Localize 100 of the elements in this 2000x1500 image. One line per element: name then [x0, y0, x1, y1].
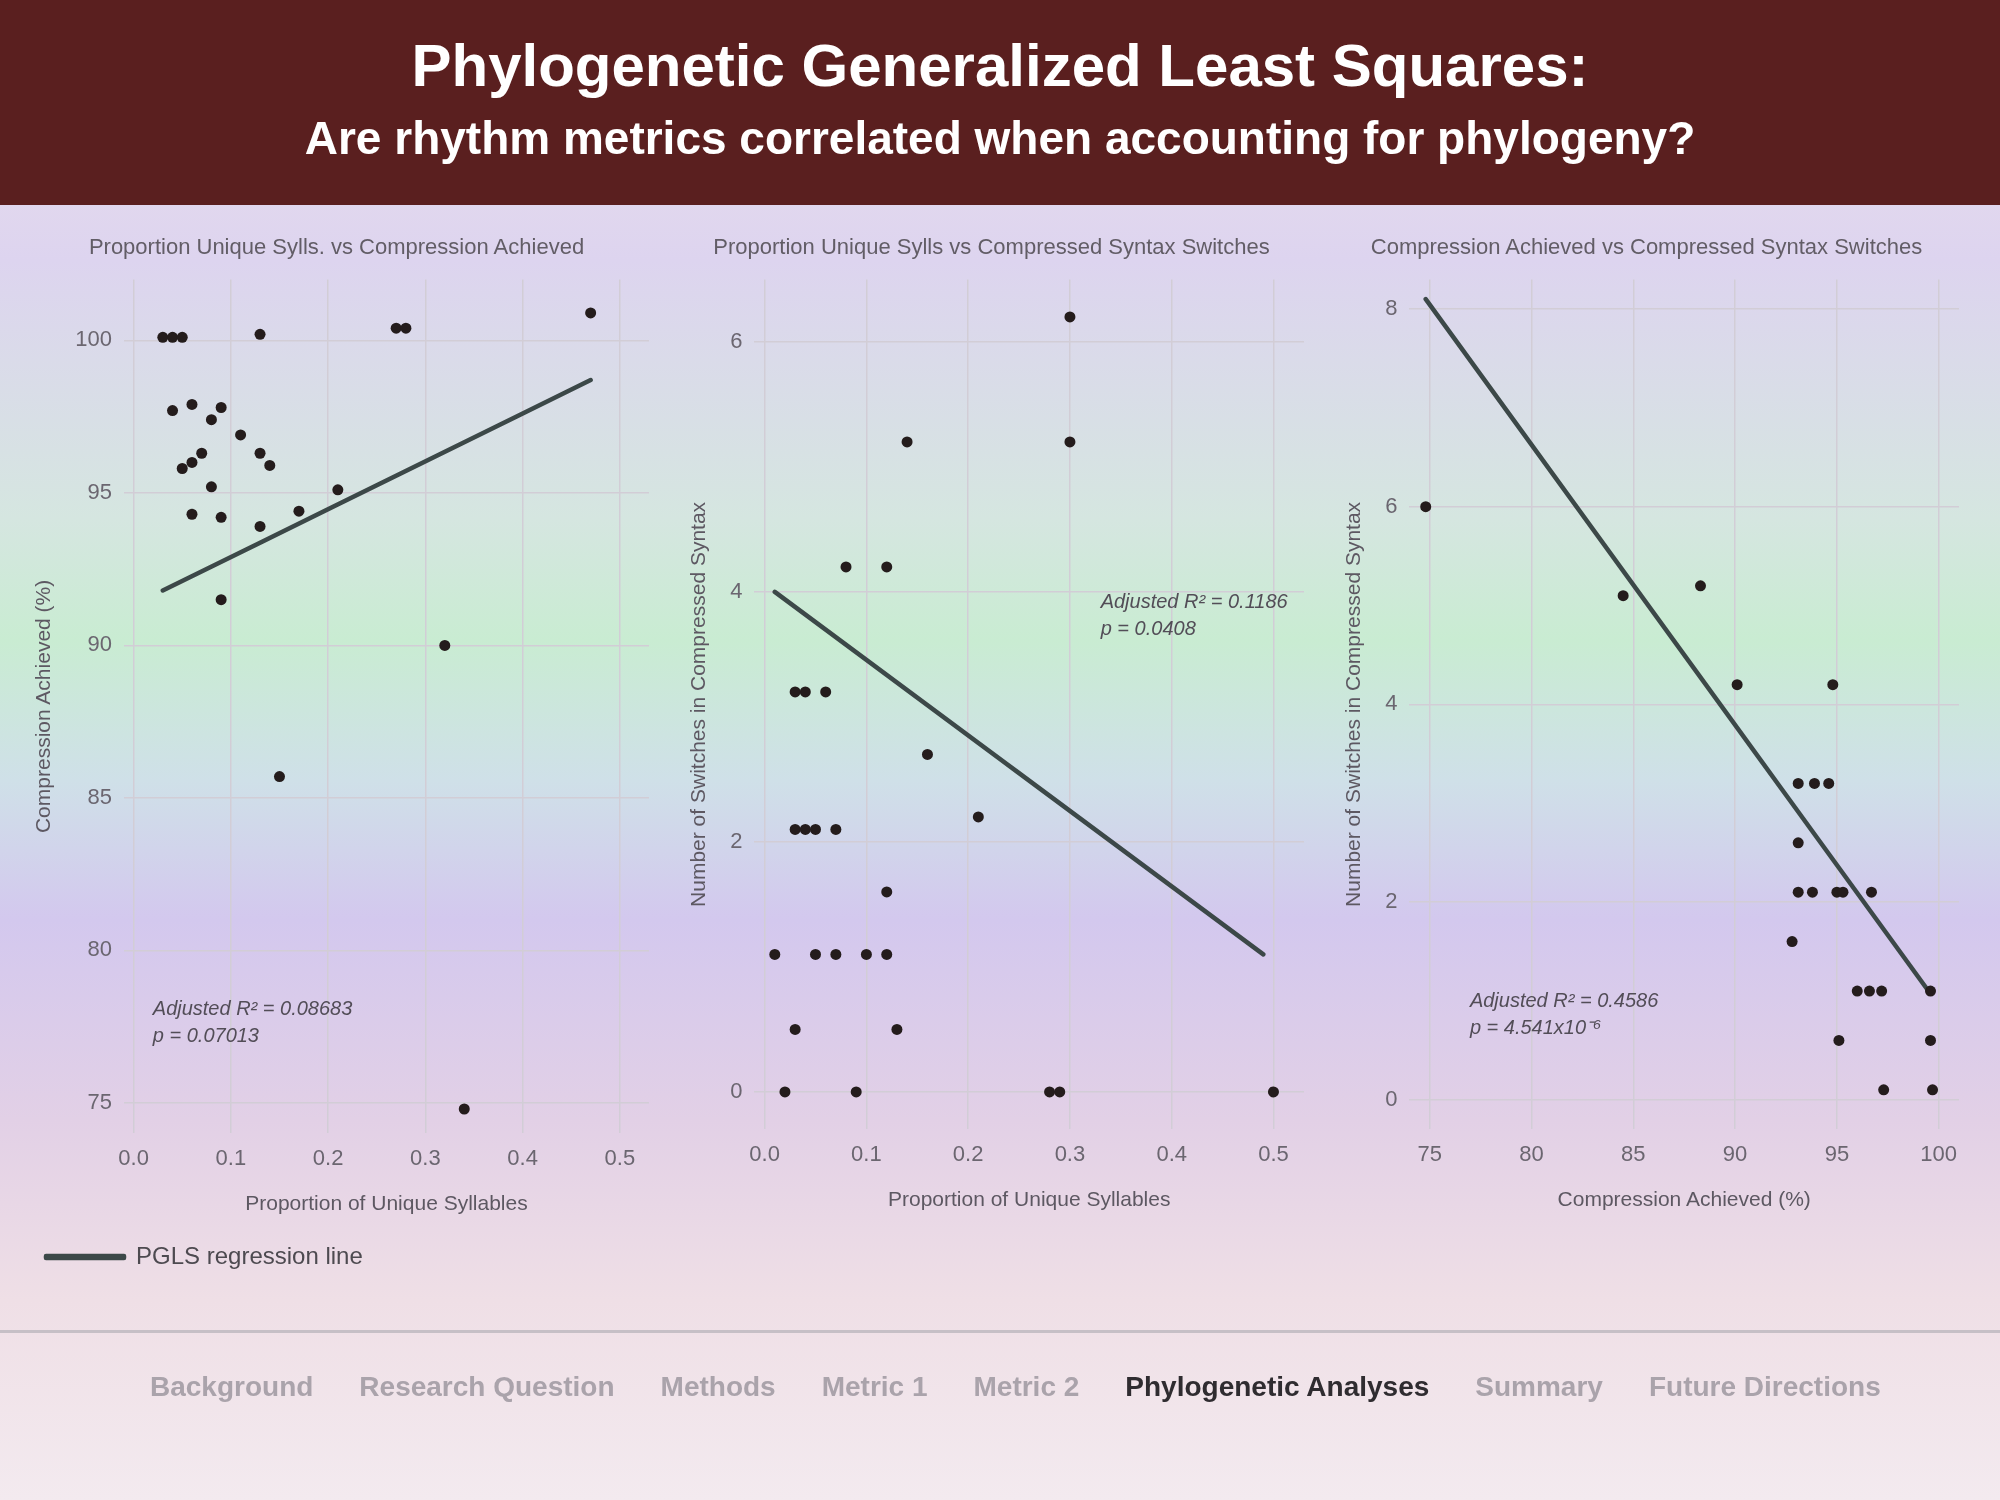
x-tick-label: 0.0: [118, 1144, 149, 1170]
point: [972, 811, 984, 823]
point: [1925, 1034, 1936, 1046]
point: [1863, 985, 1875, 997]
point: [390, 322, 402, 334]
text: Metric 1: [821, 1370, 928, 1403]
point: [273, 771, 285, 783]
annotation: p = 0.07013: [151, 1024, 259, 1047]
point: [458, 1103, 470, 1115]
x-tick-label: 0.5: [1258, 1140, 1289, 1166]
point: [254, 328, 266, 340]
point: [820, 686, 832, 698]
point: [901, 436, 913, 448]
x-axis-title: Proportion of Unique Syllables: [887, 1187, 1171, 1211]
point: [840, 561, 852, 573]
point: [881, 561, 893, 573]
text: Background: [150, 1370, 314, 1403]
x-tick-label: 0.5: [604, 1144, 636, 1170]
point: [891, 1023, 903, 1035]
point: [264, 459, 276, 471]
text: Phylogenetic Analyses: [1125, 1370, 1430, 1403]
y-tick-label: 8: [1385, 295, 1398, 321]
point: [186, 508, 198, 520]
point: [789, 1023, 801, 1035]
point: [1617, 590, 1629, 602]
y-tick-label: 75: [87, 1088, 112, 1114]
point: [186, 456, 198, 468]
x-tick-label: 75: [1417, 1140, 1443, 1166]
point: [1833, 1034, 1845, 1046]
point: [215, 511, 227, 523]
point: [293, 505, 305, 517]
y-tick-label: 0: [1385, 1085, 1398, 1111]
point: [439, 639, 451, 651]
y-tick-label: 2: [1385, 888, 1398, 914]
point: [921, 748, 933, 760]
point: [254, 520, 266, 532]
point: [1731, 679, 1743, 691]
annotation: p = 4.541x10⁻⁶: [1468, 1016, 1602, 1039]
y-axis-title: Number of Switches in Compressed Syntax: [686, 501, 710, 907]
x-tick-label: 0.1: [851, 1140, 882, 1166]
x-tick-label: 0.3: [1054, 1140, 1086, 1166]
point: [1054, 1086, 1066, 1098]
y-tick-label: 85: [87, 783, 112, 809]
y-tick-label: 2: [730, 827, 743, 853]
point: [215, 402, 227, 413]
point: [254, 447, 266, 459]
y-tick-label: 95: [87, 478, 112, 504]
legend-label: PGLS regression line: [136, 1241, 363, 1269]
y-tick-label: 90: [87, 631, 112, 657]
x-tick-label: 0.0: [749, 1140, 780, 1166]
y-axis-title: Number of Switches in Compressed Syntax: [1341, 501, 1365, 907]
point: [881, 886, 893, 898]
point: [1878, 1084, 1890, 1096]
point: [1792, 837, 1804, 849]
point: [799, 686, 811, 698]
point: [850, 1086, 862, 1098]
point: [860, 948, 872, 960]
x-tick-label: 90: [1722, 1140, 1748, 1166]
point: [1865, 886, 1877, 898]
chart-title: Proportion Unique Sylls. vs Compression Achieved: [88, 234, 585, 260]
point: [789, 823, 801, 835]
y-tick-label: 6: [1385, 492, 1398, 518]
point: [585, 307, 597, 319]
point: [1695, 580, 1706, 592]
point: [1044, 1086, 1056, 1098]
point: [1823, 777, 1835, 789]
chart-title: Compression Achieved vs Compressed Syntax Switches: [1370, 234, 1923, 260]
x-tick-label: 0.2: [312, 1144, 344, 1170]
point: [1927, 1084, 1939, 1096]
point: [157, 331, 169, 343]
annotation: Adjusted R² = 0.4586: [1468, 989, 1660, 1012]
y-tick-label: 6: [730, 327, 743, 353]
point: [1064, 311, 1076, 323]
point: [332, 484, 344, 496]
x-tick-label: 0.2: [952, 1140, 984, 1166]
point: [1851, 985, 1863, 997]
annotation: Adjusted R² = 0.08683: [151, 997, 353, 1020]
point: [176, 463, 188, 474]
x-axis-title: Proportion of Unique Syllables: [245, 1191, 528, 1215]
x-tick-label: 0.4: [507, 1144, 538, 1170]
point: [1792, 886, 1804, 898]
text: Summary: [1475, 1370, 1603, 1403]
point: [1876, 985, 1888, 997]
point: [400, 322, 412, 334]
point: [830, 948, 842, 960]
chart-title: Proportion Unique Sylls vs Compressed Syntax Switches: [713, 234, 1270, 260]
text: Are rhythm metrics correlated when accounting for phylogeny?: [303, 111, 1697, 166]
point: [235, 429, 247, 441]
point: [167, 331, 179, 343]
annotation: p = 0.0408: [1099, 616, 1196, 639]
x-tick-label: 85: [1621, 1140, 1646, 1166]
text: Research Question: [359, 1370, 615, 1403]
point: [1827, 679, 1839, 691]
point: [769, 948, 781, 960]
point: [1806, 886, 1818, 898]
x-tick-label: 0.1: [215, 1144, 247, 1170]
point: [1064, 436, 1076, 448]
point: [779, 1086, 791, 1098]
text: Future Directions: [1648, 1370, 1881, 1403]
point: [881, 948, 893, 960]
